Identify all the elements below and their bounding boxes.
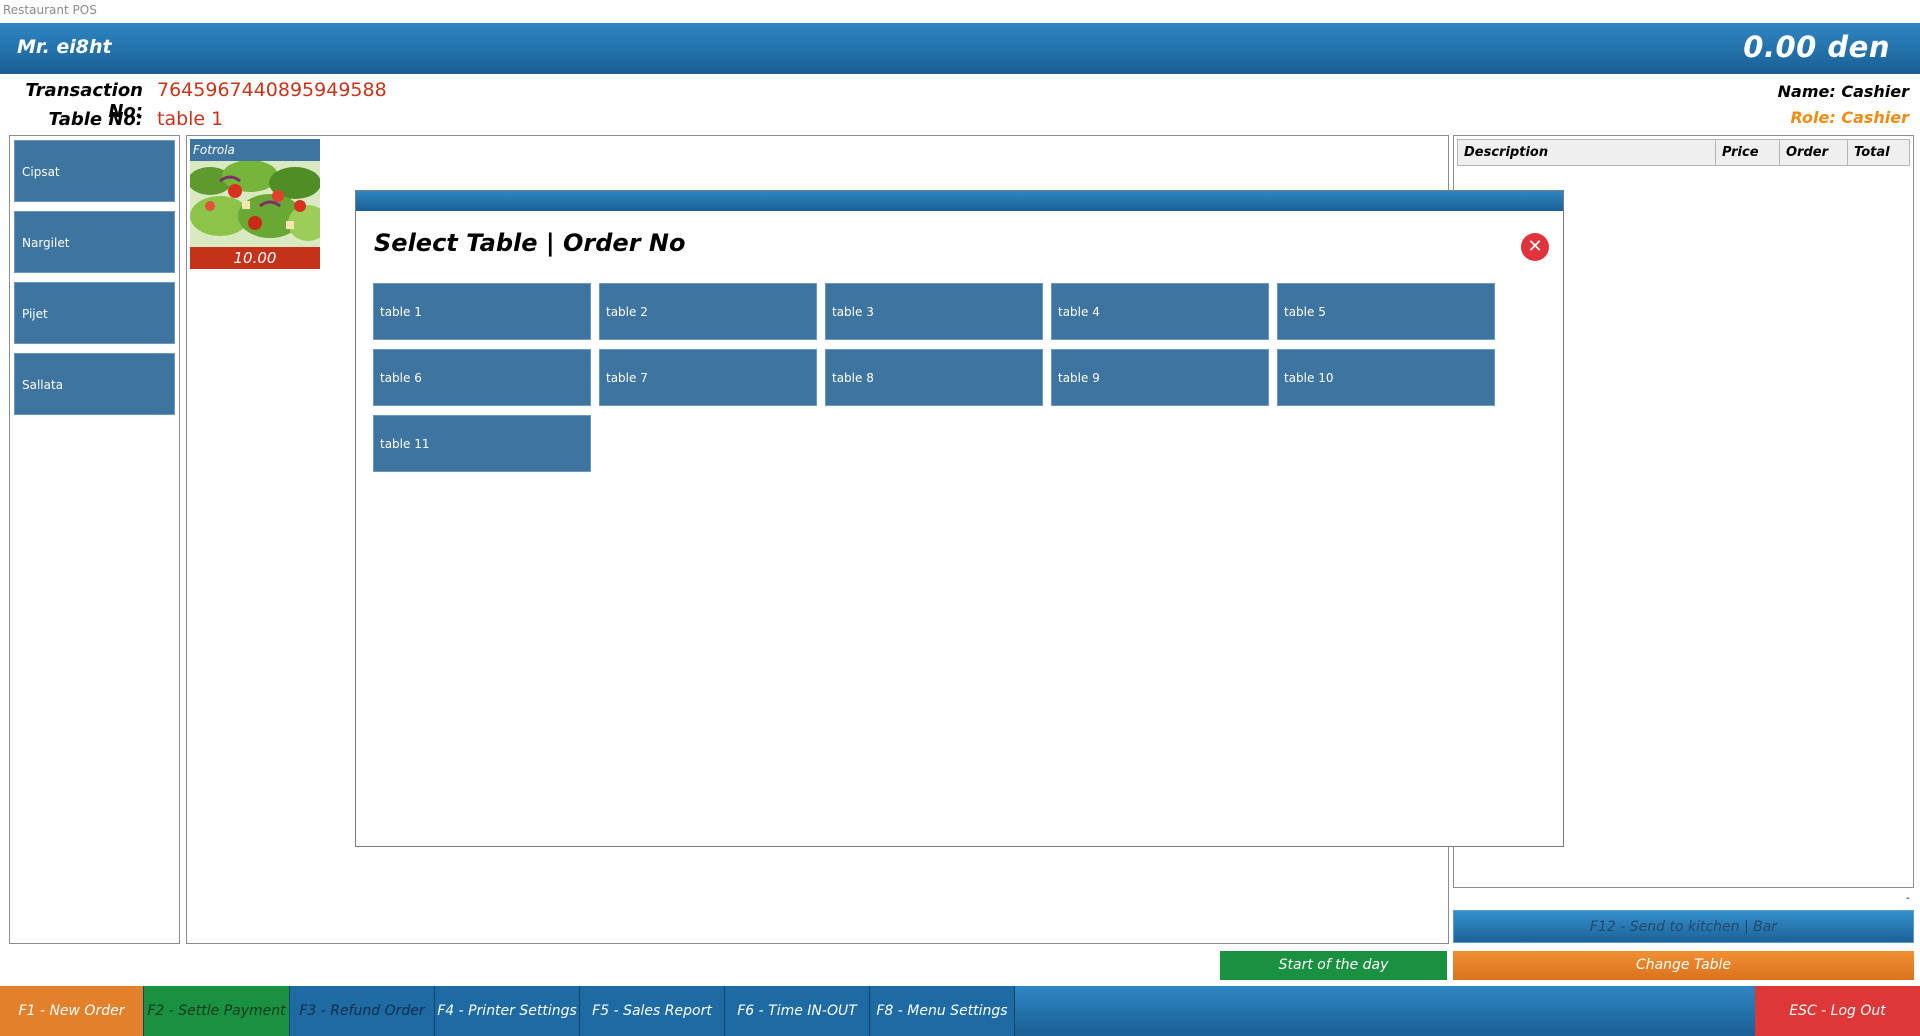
order-table-header: Description Price Order Total	[1457, 139, 1910, 166]
time-in-out-button[interactable]: F6 - Time IN-OUT	[725, 986, 870, 1036]
category-button[interactable]: Sallata	[14, 353, 175, 415]
column-total: Total	[1848, 140, 1910, 165]
product-price: 10.00	[190, 247, 320, 269]
close-icon[interactable]: ✕	[1521, 233, 1549, 261]
transaction-label: Transaction No:	[25, 80, 143, 122]
transaction-value: 7645967440895949588	[157, 79, 387, 101]
table-button[interactable]: table 10	[1277, 349, 1495, 406]
change-table-button[interactable]: Change Table	[1453, 951, 1914, 980]
table-button[interactable]: table 11	[373, 415, 591, 472]
user-role: Role: Cashier	[1790, 108, 1910, 127]
dialog-title: Select Table | Order No	[374, 229, 686, 257]
table-button[interactable]: table 5	[1277, 283, 1495, 340]
new-order-button[interactable]: F1 - New Order	[0, 986, 144, 1036]
table-value: table 1	[157, 108, 224, 130]
log-out-button[interactable]: ESC - Log Out	[1755, 986, 1920, 1036]
dialog-title-bar	[356, 191, 1563, 211]
salad-image	[190, 161, 320, 247]
table-button[interactable]: table 3	[825, 283, 1043, 340]
table-button[interactable]: table 7	[599, 349, 817, 406]
table-label: Table No:	[48, 109, 143, 130]
select-table-dialog: Select Table | Order No ✕ table 1 table …	[355, 190, 1564, 847]
product-name: Fotrola	[190, 139, 320, 161]
user-name: Name: Cashier	[1777, 82, 1909, 101]
table-button[interactable]: table 8	[825, 349, 1043, 406]
window-title: Restaurant POS	[3, 3, 97, 17]
order-summary-dash: -	[1906, 893, 1910, 904]
restaurant-name: Mr. ei8ht	[17, 36, 112, 58]
column-order: Order	[1780, 140, 1848, 165]
product-tile[interactable]: Fotrola 10.00	[190, 139, 320, 269]
send-to-kitchen-button[interactable]: F12 - Send to kitchen | Bar	[1453, 910, 1914, 943]
column-price: Price	[1716, 140, 1780, 165]
table-button[interactable]: table 6	[373, 349, 591, 406]
refund-order-button[interactable]: F3 - Refund Order	[290, 986, 435, 1036]
sales-report-button[interactable]: F5 - Sales Report	[580, 986, 725, 1036]
header-total: 0.00 den	[1743, 30, 1890, 64]
category-panel: Cipsat Nargilet Pijet Sallata	[9, 135, 180, 944]
table-button[interactable]: table 4	[1051, 283, 1269, 340]
category-button[interactable]: Cipsat	[14, 140, 175, 202]
table-button[interactable]: table 2	[599, 283, 817, 340]
settle-payment-button[interactable]: F2 - Settle Payment	[144, 986, 290, 1036]
table-button[interactable]: table 9	[1051, 349, 1269, 406]
category-button[interactable]: Nargilet	[14, 211, 175, 273]
menu-settings-button[interactable]: F8 - Menu Settings	[870, 986, 1015, 1036]
column-description: Description	[1458, 140, 1716, 165]
printer-settings-button[interactable]: F4 - Printer Settings	[435, 986, 580, 1036]
table-button[interactable]: table 1	[373, 283, 591, 340]
header-bar	[0, 23, 1920, 74]
start-of-day-button[interactable]: Start of the day	[1220, 951, 1447, 980]
category-button[interactable]: Pijet	[14, 282, 175, 344]
